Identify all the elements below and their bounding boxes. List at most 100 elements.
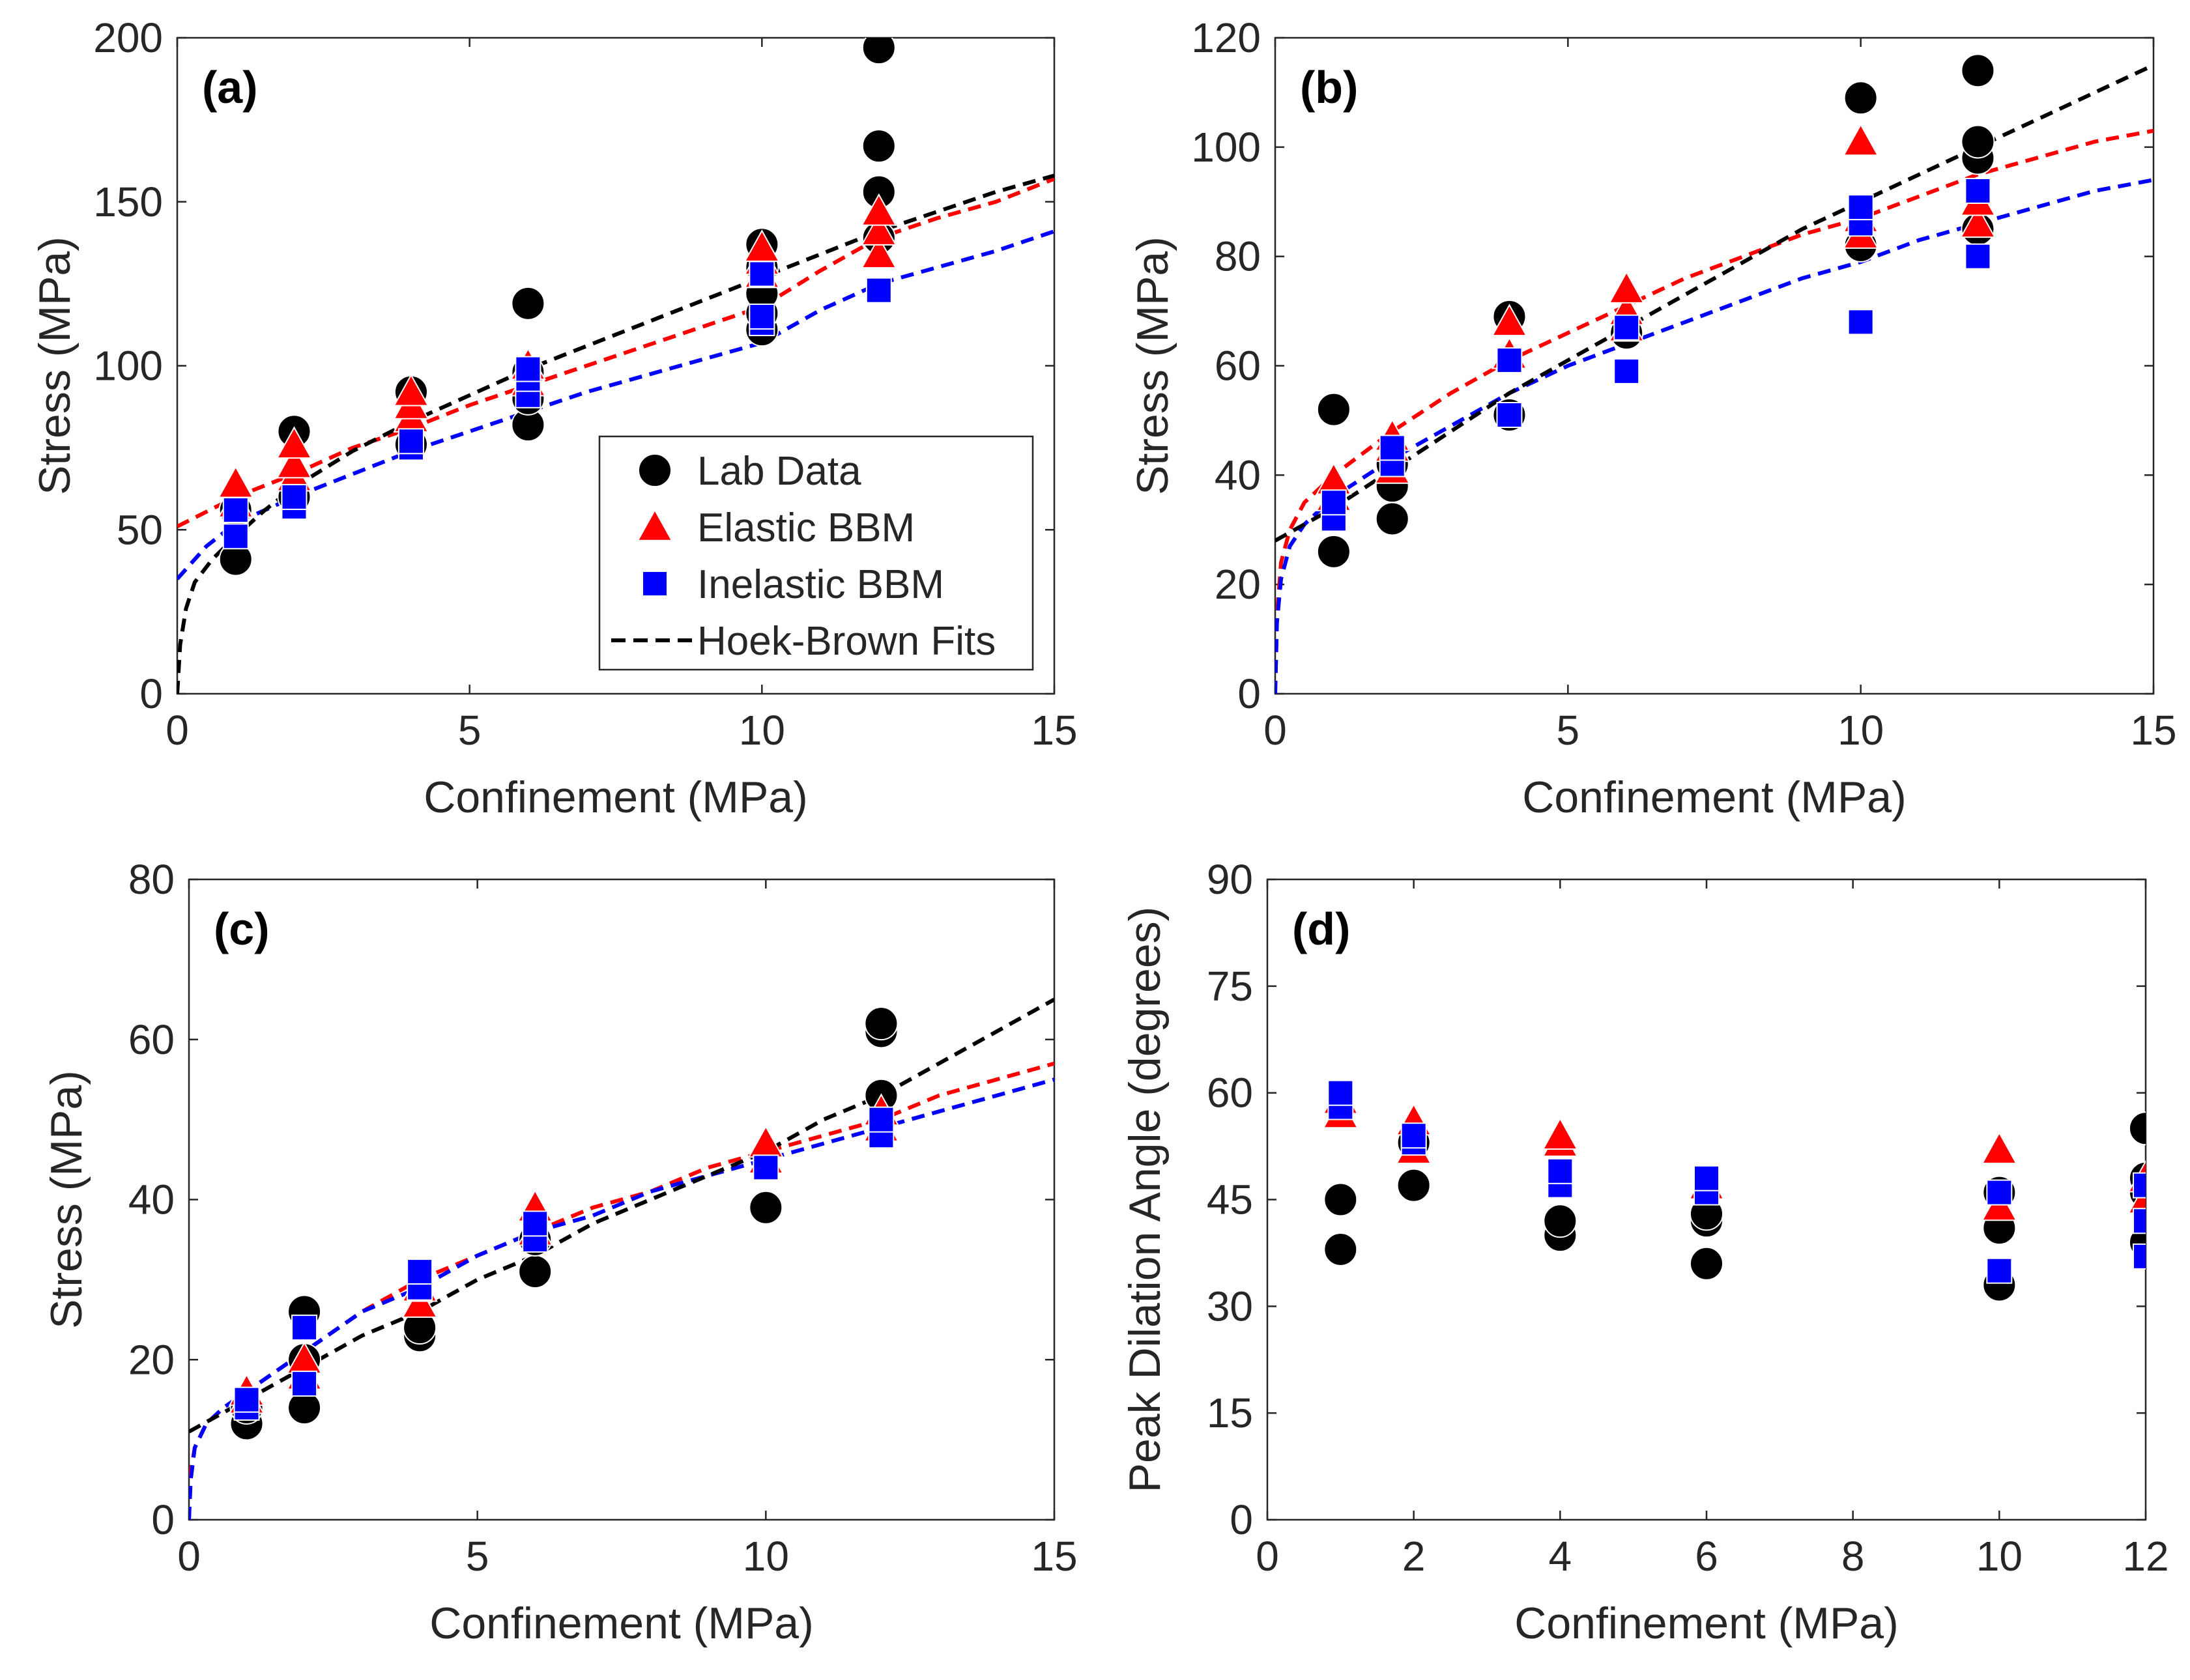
x-tick-label: 0 <box>177 1533 201 1580</box>
y-tick-label: 45 <box>1207 1176 1253 1223</box>
legend-label-hb: Hoek-Brown Fits <box>697 619 996 664</box>
inelastic-point <box>1986 1257 2013 1284</box>
y-tick-label: 150 <box>93 178 163 225</box>
y-tick-label: 40 <box>1215 451 1261 498</box>
plot-area <box>177 38 1054 694</box>
inelastic-point <box>749 261 775 287</box>
y-axis-label: Stress (MPa) <box>1128 236 1177 495</box>
y-tick-label: 60 <box>1215 343 1261 390</box>
legend-inelastic-marker <box>642 571 668 597</box>
elastic-point <box>861 213 897 246</box>
y-tick-label: 20 <box>1215 561 1261 608</box>
y-tick-label: 0 <box>1237 670 1261 717</box>
inelastic-point <box>1613 314 1640 341</box>
elastic-point <box>276 446 313 479</box>
lab-point <box>1961 53 1995 88</box>
y-tick-label: 60 <box>1207 1070 1253 1117</box>
lab-point <box>2129 1111 2146 1146</box>
inelastic-point <box>281 483 308 510</box>
y-tick-label: 90 <box>1207 856 1253 903</box>
x-tick-label: 12 <box>2122 1533 2168 1580</box>
inelastic-point <box>749 303 775 330</box>
panel-label: (b) <box>1300 62 1358 113</box>
lab-point <box>861 129 896 164</box>
inelastic-point <box>1847 309 1874 335</box>
lab-point <box>1690 1246 1723 1281</box>
panel-label: (c) <box>214 904 270 954</box>
x-tick-label: 2 <box>1402 1533 1426 1580</box>
y-tick-label: 0 <box>151 1496 175 1543</box>
lab-point <box>864 1006 899 1041</box>
y-tick-label: 30 <box>1207 1283 1253 1330</box>
lab-point <box>511 286 545 320</box>
inelastic-point <box>1613 358 1640 384</box>
inelastic-point <box>397 428 424 455</box>
elastic-fit-line <box>1275 128 2154 694</box>
inelastic-point <box>1965 243 1991 270</box>
panel-c: 0 5 10 15 0 20 40 60 80 Confinement (MPa) Stress (… <box>42 856 1078 1648</box>
inelastic-point <box>1379 434 1405 461</box>
hb-fit-line <box>189 997 1054 1434</box>
inelastic-point <box>522 1210 549 1237</box>
y-axis-label: Peak Dilation Angle (degrees) <box>1120 907 1170 1493</box>
elastic-fit-line <box>189 1061 1054 1520</box>
inelastic-point <box>515 356 541 382</box>
x-axis-label: Confinement (MPa) <box>424 773 808 822</box>
lab-point <box>1316 534 1351 569</box>
lab-point <box>1375 502 1409 536</box>
y-tick-label: 15 <box>1207 1389 1253 1436</box>
inelastic-point <box>1496 402 1523 429</box>
lab-point <box>1323 1182 1358 1217</box>
x-tick-label: 5 <box>466 1533 489 1580</box>
elastic-point <box>1981 1131 2018 1164</box>
x-tick-label: 8 <box>1841 1533 1865 1580</box>
panel-label: (a) <box>202 62 258 113</box>
inelastic-point <box>1847 194 1874 221</box>
y-tick-label: 50 <box>117 506 163 553</box>
inelastic-point <box>2133 1243 2146 1270</box>
elastic-point <box>1959 205 1996 238</box>
inelastic-point <box>407 1259 433 1285</box>
x-tick-label: 10 <box>743 1533 789 1580</box>
lab-point <box>1323 1232 1358 1266</box>
x-tick-label: 0 <box>1263 707 1287 754</box>
inelastic-point <box>1693 1165 1720 1191</box>
legend-lab-marker <box>638 453 672 487</box>
x-axis-label: Confinement (MPa) <box>429 1599 814 1648</box>
inelastic-fit-line <box>189 1077 1054 1520</box>
y-tick-label: 100 <box>93 343 163 390</box>
legend-label-elastic: Elastic BBM <box>697 505 915 550</box>
y-tick-label: 80 <box>1215 233 1261 280</box>
inelastic-point <box>1400 1122 1427 1149</box>
elastic-point <box>1842 123 1879 156</box>
panel-d: 0 2 4 6 8 10 12 0 15 30 45 60 75 90 Confinement (MPa) P… <box>1120 856 2169 1648</box>
elastic-point <box>1608 270 1645 304</box>
plot-area <box>1322 1079 2146 1302</box>
lab-point <box>1543 1204 1578 1238</box>
inelastic-point <box>1496 347 1523 374</box>
x-axis-label: Confinement (MPa) <box>1514 1599 1899 1648</box>
lab-point <box>749 1190 783 1225</box>
hb-fit-line <box>177 173 1054 694</box>
elastic-point <box>861 193 897 226</box>
x-tick-label: 15 <box>2130 707 2176 754</box>
elastic-point <box>1542 1117 1579 1150</box>
inelastic-point <box>1327 1079 1354 1106</box>
x-tick-label: 10 <box>739 707 785 754</box>
inelastic-point <box>2133 1208 2146 1234</box>
y-axis-label: Stress (MPa) <box>30 236 79 495</box>
legend-box <box>598 435 1034 671</box>
elastic-fit-line <box>177 177 1054 528</box>
elastic-point <box>218 465 254 498</box>
plot-area <box>1275 53 2154 694</box>
y-axis-label: Stress (MPa) <box>42 1070 91 1329</box>
elastic-point <box>276 426 313 459</box>
y-tick-label: 0 <box>1230 1496 1253 1543</box>
elastic-point <box>861 236 897 269</box>
inelastic-point <box>2133 1172 2146 1199</box>
y-tick-label: 100 <box>1191 124 1261 171</box>
inelastic-fit-line <box>1275 178 2154 694</box>
y-tick-label: 0 <box>139 670 163 717</box>
